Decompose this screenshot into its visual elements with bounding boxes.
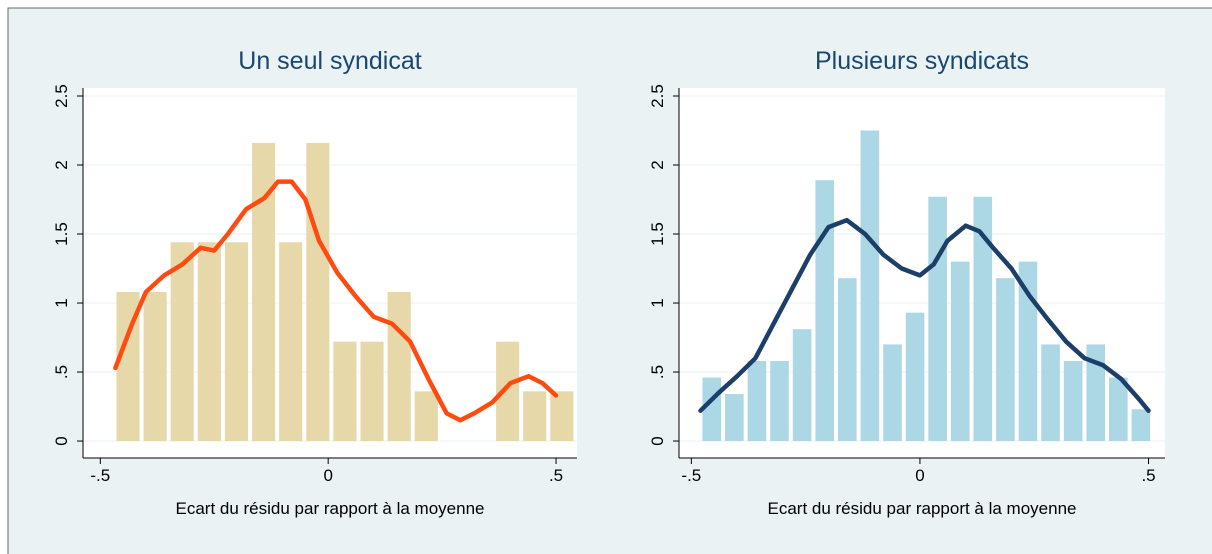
y-tick-label: 1.5 [648, 222, 667, 246]
bar [996, 278, 1015, 442]
y-tick-label: 1.5 [52, 222, 71, 246]
density-curve [113, 179, 559, 423]
y-tick-label: 2.5 [648, 84, 667, 108]
bar [815, 180, 835, 442]
bar [860, 130, 880, 442]
bar [333, 341, 357, 442]
bar [1018, 261, 1038, 442]
bar [360, 341, 384, 442]
x-tick-label: .5 [549, 466, 563, 485]
bar [1041, 344, 1060, 442]
chart-title: Plusieurs syndicats [815, 47, 1029, 75]
bar [414, 391, 438, 442]
bar [838, 278, 857, 442]
bar [973, 196, 993, 442]
bar [387, 291, 411, 442]
y-tick-label: 2.5 [52, 84, 71, 108]
x-axis-label: Ecart du résidu par rapport à la moyenne [175, 499, 484, 518]
x-tick-label: 0 [915, 466, 924, 485]
bar [279, 242, 303, 442]
bar [170, 242, 194, 442]
bar [1086, 344, 1106, 442]
bar [770, 360, 789, 442]
bar [905, 312, 925, 442]
x-tick-label: -.5 [681, 466, 701, 485]
bar [792, 329, 812, 442]
x-axis-label: Ecart du résidu par rapport à la moyenne [767, 499, 1076, 518]
x-tick-label: .5 [1141, 466, 1155, 485]
chart-title: Un seul syndicat [238, 47, 421, 75]
x-tick-label: -.5 [90, 466, 110, 485]
y-tick-label: 1 [52, 298, 71, 307]
x-tick-label: 0 [323, 466, 332, 485]
bar [116, 291, 140, 442]
bar [950, 261, 970, 442]
y-tick-label: 2 [52, 160, 71, 169]
y-tick-label: .5 [648, 365, 667, 379]
bar [224, 242, 249, 442]
y-tick-label: .5 [52, 365, 71, 379]
bar [496, 341, 520, 442]
bar [1109, 377, 1128, 442]
y-tick-label: 0 [648, 436, 667, 445]
bar [252, 142, 276, 442]
bar [143, 291, 167, 442]
bar [928, 196, 947, 442]
bar [523, 391, 547, 442]
bar [1131, 409, 1151, 442]
bar [550, 391, 574, 442]
bar [702, 377, 722, 442]
density-curve [698, 217, 1151, 413]
bar [306, 142, 330, 442]
bar [725, 394, 744, 442]
y-tick-label: 0 [52, 436, 71, 445]
bar [747, 360, 767, 442]
bar [883, 344, 902, 442]
bar [1063, 360, 1083, 442]
y-tick-label: 1 [648, 298, 667, 307]
bar [197, 242, 221, 442]
y-tick-label: 2 [648, 160, 667, 169]
